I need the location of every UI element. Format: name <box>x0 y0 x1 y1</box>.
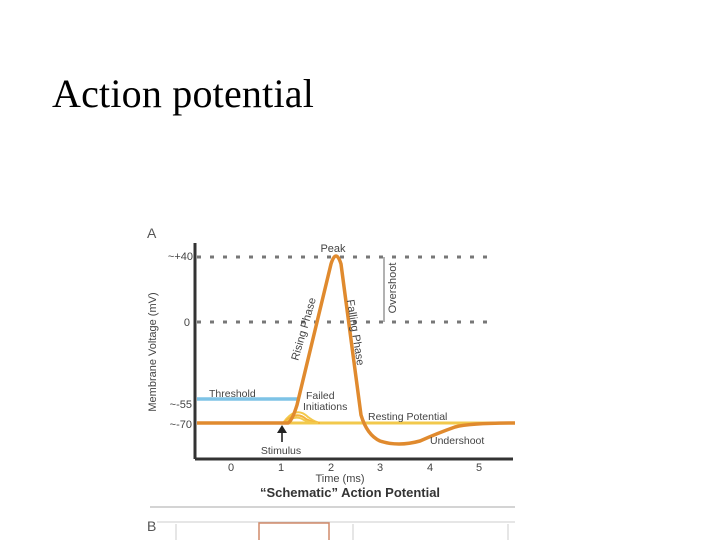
slide-title: Action potential <box>52 71 315 116</box>
failed-initiations-label-line1: Failed <box>306 390 335 402</box>
resting-potential-label: Resting Potential <box>368 411 447 423</box>
panel-b-label: B <box>147 518 156 534</box>
undershoot-label: Undershoot <box>430 435 484 447</box>
failed-initiations-label-line2: Initiations <box>303 401 347 413</box>
falling-phase-label: Falling Phase <box>344 299 366 367</box>
x-tick-label: 5 <box>476 462 482 474</box>
stimulus-arrow-head <box>277 425 287 433</box>
x-tick-label: 2 <box>328 462 334 474</box>
y-tick-label: ~-55 <box>170 399 192 411</box>
y-tick-label: ~-70 <box>170 419 192 431</box>
y-axis-label: Membrane Voltage (mV) <box>147 292 159 411</box>
stimulus-label: Stimulus <box>261 445 301 457</box>
figure-caption: “Schematic” Action Potential <box>260 485 440 500</box>
peak-label: Peak <box>320 243 346 255</box>
y-tick-label: 0 <box>184 317 190 329</box>
x-tick-label: 3 <box>377 462 383 474</box>
x-tick-label: 1 <box>278 462 284 474</box>
action-potential-trace <box>197 254 516 446</box>
y-tick-label: ~+40 <box>168 251 193 263</box>
x-tick-label: 4 <box>427 462 433 474</box>
panel-b-box <box>258 522 330 540</box>
overshoot-label: Overshoot <box>387 263 399 314</box>
threshold-label: Threshold <box>209 388 256 400</box>
x-tick-label: 0 <box>228 462 234 474</box>
panel-a-label: A <box>147 225 157 241</box>
x-axis-label: Time (ms) <box>315 473 364 485</box>
